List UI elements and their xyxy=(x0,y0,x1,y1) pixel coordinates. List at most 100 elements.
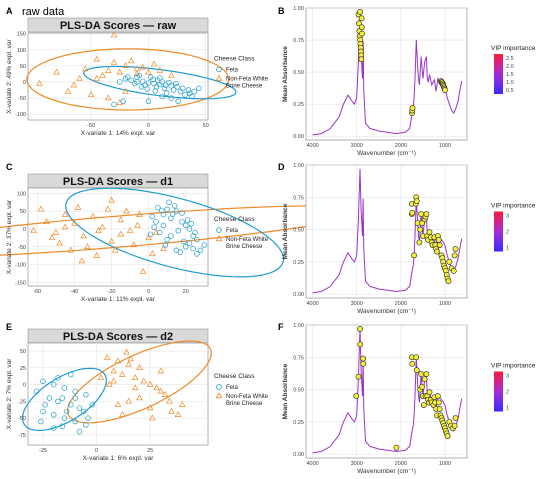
y-tick-label: 0 xyxy=(23,227,26,233)
feta-point xyxy=(152,88,159,94)
x-axis-label: Wavenumber (cm⁻¹) xyxy=(357,308,416,315)
vip-point xyxy=(358,24,365,31)
vip-point xyxy=(450,267,457,274)
colorbar-tick-label: 2 xyxy=(506,230,509,236)
feta-point xyxy=(128,77,134,84)
x-tick-label: 3000 xyxy=(351,301,363,307)
vip-point xyxy=(417,226,424,233)
legend-title: Cheese Class xyxy=(214,373,255,380)
nonfeta-point xyxy=(110,367,118,374)
x-tick-label: 1000 xyxy=(439,143,451,149)
feta-point xyxy=(116,79,123,85)
nonfeta-point xyxy=(146,380,154,387)
feta-point xyxy=(174,84,180,90)
colorbar-tick-label: 1.0 xyxy=(506,80,514,86)
y-tick-label: -25 xyxy=(18,399,26,405)
feta-point xyxy=(159,93,165,100)
vip-point xyxy=(419,384,425,390)
y-axis-label: X-variate 2: 37% expl. var xyxy=(6,199,13,274)
feta-point xyxy=(175,228,182,234)
feta-point xyxy=(33,388,40,395)
plot-area xyxy=(27,342,209,446)
vip-point xyxy=(409,360,416,367)
legend-feta-marker xyxy=(216,66,222,73)
feta-point xyxy=(186,90,193,97)
figure-title: raw data xyxy=(22,6,65,18)
vip-point xyxy=(434,393,441,399)
nonfeta-point xyxy=(53,68,60,75)
y-tick-label: 1.00 xyxy=(293,323,304,329)
vip-point xyxy=(436,242,443,248)
feta-point xyxy=(68,371,74,378)
colorbar-tick-label: 3 xyxy=(506,374,509,380)
feta-point xyxy=(155,204,161,211)
legend-nonfeta-marker xyxy=(215,235,223,242)
nonfeta-point xyxy=(93,75,101,81)
y-tick-label: 50 xyxy=(20,209,26,215)
feta-point xyxy=(173,80,179,87)
nonfeta-point xyxy=(125,360,133,367)
feta-point xyxy=(170,87,177,93)
y-tick-label: 0.75 xyxy=(293,195,304,201)
vip-point xyxy=(416,239,423,246)
vip-point xyxy=(358,56,365,63)
vip-point xyxy=(357,325,363,332)
feta-point xyxy=(171,203,178,209)
nonfeta-point xyxy=(67,246,74,253)
nonfeta-point xyxy=(56,239,63,246)
feta-point xyxy=(72,418,78,425)
feta-point xyxy=(55,398,61,405)
y-tick-label: 0.50 xyxy=(293,70,304,76)
panel-f: F 4000 3000 2000 1000 0.00 0.25 0.50 0.75 1.00 Wav… xyxy=(278,322,536,475)
vip-point xyxy=(409,209,416,216)
feta-point xyxy=(134,74,140,80)
colorbar-tick-label: 1 xyxy=(506,246,509,252)
feta-point xyxy=(190,233,196,239)
panel-label: C xyxy=(6,162,13,172)
y-tick-label: -50 xyxy=(18,245,26,251)
nonfeta-point xyxy=(134,221,141,228)
y-tick-label: -100 xyxy=(15,263,26,269)
nonfeta-point xyxy=(153,384,160,391)
vip-point xyxy=(358,15,365,22)
feta-point xyxy=(177,249,183,255)
feta-point xyxy=(168,233,174,239)
nonfeta-point xyxy=(70,81,78,88)
feta-point xyxy=(188,220,195,227)
vip-point xyxy=(421,376,428,383)
x-tick-label: 1000 xyxy=(439,461,451,467)
feta-point xyxy=(55,375,61,381)
y-tick-label: 50 xyxy=(20,349,26,355)
legend-title: Cheese Class xyxy=(214,216,255,223)
nonfeta-point xyxy=(110,377,118,384)
feta-point xyxy=(46,395,53,401)
y-tick-label: -75 xyxy=(18,433,26,439)
vip-point xyxy=(357,8,363,15)
nonfeta-point xyxy=(117,230,125,237)
y-tick-label: 0.00 xyxy=(293,292,304,298)
feta-point xyxy=(157,75,163,81)
feta-point xyxy=(166,199,172,206)
nonfeta-point xyxy=(74,203,82,210)
nonfeta-point xyxy=(104,66,112,73)
plot-area xyxy=(305,324,468,459)
legend-item: Feta xyxy=(226,385,239,391)
feta-point xyxy=(162,242,169,248)
nonfeta-point xyxy=(104,94,112,101)
feta-point xyxy=(194,251,200,257)
colorbar-tick-label: 2.0 xyxy=(506,64,514,70)
x-tick-label: 4000 xyxy=(306,301,318,307)
y-tick-label: 1.00 xyxy=(293,163,304,169)
nonfeta-point xyxy=(140,377,148,384)
legend-item: Brine Cheese xyxy=(226,401,263,407)
feta-point xyxy=(166,79,172,86)
x-tick-label: 3000 xyxy=(351,143,363,149)
x-axis-label: X-variate 1: 6% expl. var xyxy=(83,455,155,462)
feta-point xyxy=(83,391,89,398)
nonfeta-point xyxy=(52,228,60,235)
feta-point xyxy=(85,415,91,421)
nonfeta-point xyxy=(150,60,158,67)
panel-b: B 4000 3000 2000 1000 0.00 0.25 0.50 0.75 1.00 Wav… xyxy=(278,6,536,157)
